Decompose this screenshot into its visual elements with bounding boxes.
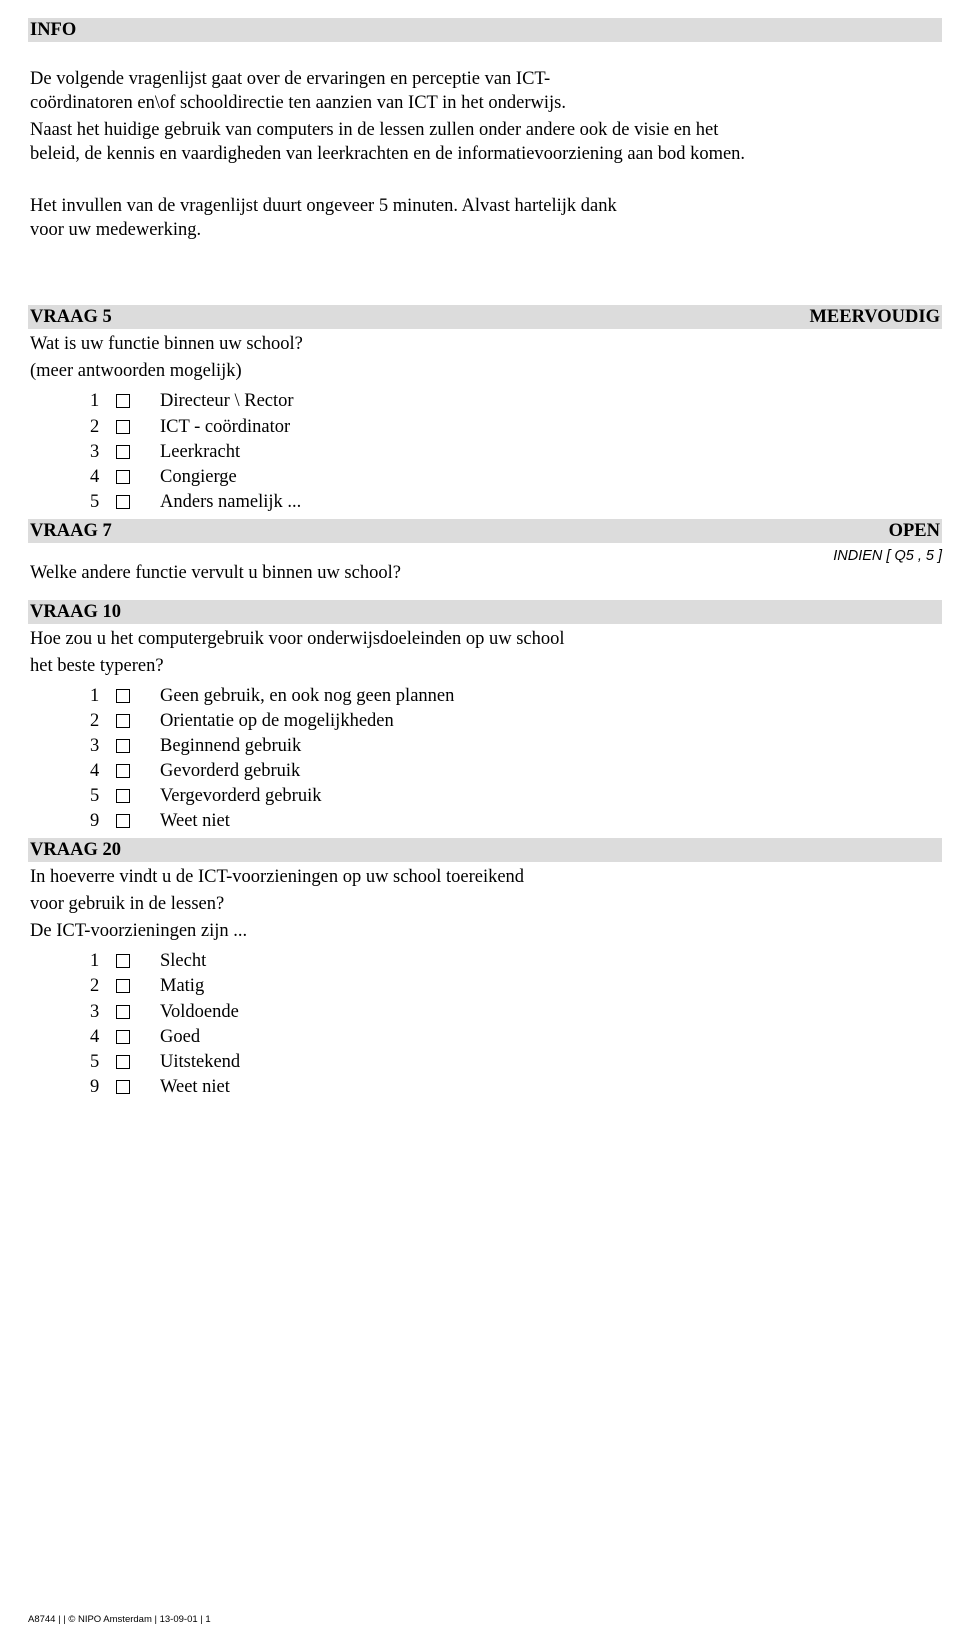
option-row: 5 Anders namelijk ... <box>90 490 942 514</box>
option-label: Voldoende <box>160 1000 239 1024</box>
option-label: Leerkracht <box>160 440 240 464</box>
option-number: 1 <box>90 684 112 708</box>
vraag-5-options: 1 Directeur \ Rector 2 ICT - coördinator 3 Le… <box>90 389 942 513</box>
option-row: 9 Weet niet <box>90 1075 942 1099</box>
vraag-7-tag: OPEN <box>889 519 940 543</box>
option-label: Weet niet <box>160 1075 230 1099</box>
vraag-5-title: VRAAG 5 <box>30 305 112 329</box>
option-row: 4 Goed <box>90 1025 942 1049</box>
option-row: 2 Matig <box>90 974 942 998</box>
option-label: Uitstekend <box>160 1050 240 1074</box>
option-label: Anders namelijk ... <box>160 490 301 514</box>
checkbox-icon[interactable] <box>116 495 130 509</box>
page-footer: A8744 | | © NIPO Amsterdam | 13-09-01 | … <box>28 1614 211 1626</box>
vraag-20-title: VRAAG 20 <box>30 838 121 862</box>
vraag-10-title: VRAAG 10 <box>30 600 121 624</box>
vraag-5-tag: MEERVOUDIG <box>809 305 940 329</box>
option-row: 1 Directeur \ Rector <box>90 389 942 413</box>
option-number: 2 <box>90 974 112 998</box>
option-label: Matig <box>160 974 204 998</box>
vraag-20-text1: In hoeverre vindt u de ICT-voorzieningen… <box>30 865 942 889</box>
info-paragraph-3: Het invullen van de vragenlijst duurt on… <box>30 194 650 242</box>
checkbox-icon[interactable] <box>116 954 130 968</box>
vraag-7-header: VRAAG 7 OPEN <box>28 519 942 543</box>
option-number: 9 <box>90 809 112 833</box>
option-row: 5 Uitstekend <box>90 1050 942 1074</box>
vraag-10-text2: het beste typeren? <box>30 654 942 678</box>
option-row: 3 Leerkracht <box>90 440 942 464</box>
checkbox-icon[interactable] <box>116 420 130 434</box>
option-label: Goed <box>160 1025 200 1049</box>
vraag-20-header: VRAAG 20 <box>28 838 942 862</box>
checkbox-icon[interactable] <box>116 1055 130 1069</box>
vraag-20-text2: voor gebruik in de lessen? <box>30 892 942 916</box>
checkbox-icon[interactable] <box>116 394 130 408</box>
option-number: 9 <box>90 1075 112 1099</box>
option-number: 3 <box>90 1000 112 1024</box>
checkbox-icon[interactable] <box>116 689 130 703</box>
vraag-7-title: VRAAG 7 <box>30 519 112 543</box>
option-number: 2 <box>90 709 112 733</box>
option-number: 5 <box>90 490 112 514</box>
vraag-5-text1: Wat is uw functie binnen uw school? <box>30 332 942 356</box>
checkbox-icon[interactable] <box>116 764 130 778</box>
info-paragraph-1: De volgende vragenlijst gaat over de erv… <box>30 67 650 115</box>
vraag-10-text1: Hoe zou u het computergebruik voor onder… <box>30 627 942 651</box>
vraag-10-header: VRAAG 10 <box>28 600 942 624</box>
option-label: ICT - coördinator <box>160 415 290 439</box>
option-label: Weet niet <box>160 809 230 833</box>
option-number: 4 <box>90 1025 112 1049</box>
option-row: 3 Voldoende <box>90 1000 942 1024</box>
option-row: 9 Weet niet <box>90 809 942 833</box>
option-number: 5 <box>90 1050 112 1074</box>
vraag-7-indien: INDIEN [ Q5 , 5 ] <box>833 547 942 587</box>
option-label: Slecht <box>160 949 206 973</box>
option-row: 2 Orientatie op de mogelijkheden <box>90 709 942 733</box>
info-paragraph-2: Naast het huidige gebruik van computers … <box>30 118 770 166</box>
option-row: 4 Congierge <box>90 465 942 489</box>
option-label: Geen gebruik, en ook nog geen plannen <box>160 684 454 708</box>
option-row: 5 Vergevorderd gebruik <box>90 784 942 808</box>
vraag-20-options: 1Slecht2Matig3Voldoende4Goed5Uitstekend9… <box>90 949 942 1098</box>
vraag-20-text3: De ICT-voorzieningen zijn ... <box>30 919 942 943</box>
option-row: 1 Slecht <box>90 949 942 973</box>
option-label: Beginnend gebruik <box>160 734 301 758</box>
checkbox-icon[interactable] <box>116 789 130 803</box>
option-row: 2 ICT - coördinator <box>90 415 942 439</box>
vraag-10-options: 1 Geen gebruik, en ook nog geen plannen 2 O… <box>90 684 942 833</box>
checkbox-icon[interactable] <box>116 1005 130 1019</box>
vraag-7-text: Welke andere functie vervult u binnen uw… <box>30 561 401 585</box>
option-row: 4 Gevorderd gebruik <box>90 759 942 783</box>
info-header: INFO <box>28 18 942 42</box>
checkbox-icon[interactable] <box>116 714 130 728</box>
option-row: 1 Geen gebruik, en ook nog geen plannen <box>90 684 942 708</box>
checkbox-icon[interactable] <box>116 470 130 484</box>
checkbox-icon[interactable] <box>116 445 130 459</box>
checkbox-icon[interactable] <box>116 739 130 753</box>
option-number: 1 <box>90 949 112 973</box>
option-number: 2 <box>90 415 112 439</box>
option-row: 3 Beginnend gebruik <box>90 734 942 758</box>
checkbox-icon[interactable] <box>116 1080 130 1094</box>
option-number: 3 <box>90 734 112 758</box>
vraag-5-text2: (meer antwoorden mogelijk) <box>30 359 942 383</box>
checkbox-icon[interactable] <box>116 814 130 828</box>
option-label: Orientatie op de mogelijkheden <box>160 709 394 733</box>
option-label: Directeur \ Rector <box>160 389 294 413</box>
option-number: 5 <box>90 784 112 808</box>
vraag-5-header: VRAAG 5 MEERVOUDIG <box>28 305 942 329</box>
checkbox-icon[interactable] <box>116 1030 130 1044</box>
option-number: 4 <box>90 759 112 783</box>
checkbox-icon[interactable] <box>116 979 130 993</box>
option-number: 4 <box>90 465 112 489</box>
option-number: 3 <box>90 440 112 464</box>
option-number: 1 <box>90 389 112 413</box>
option-label: Congierge <box>160 465 237 489</box>
option-label: Gevorderd gebruik <box>160 759 300 783</box>
option-label: Vergevorderd gebruik <box>160 784 321 808</box>
